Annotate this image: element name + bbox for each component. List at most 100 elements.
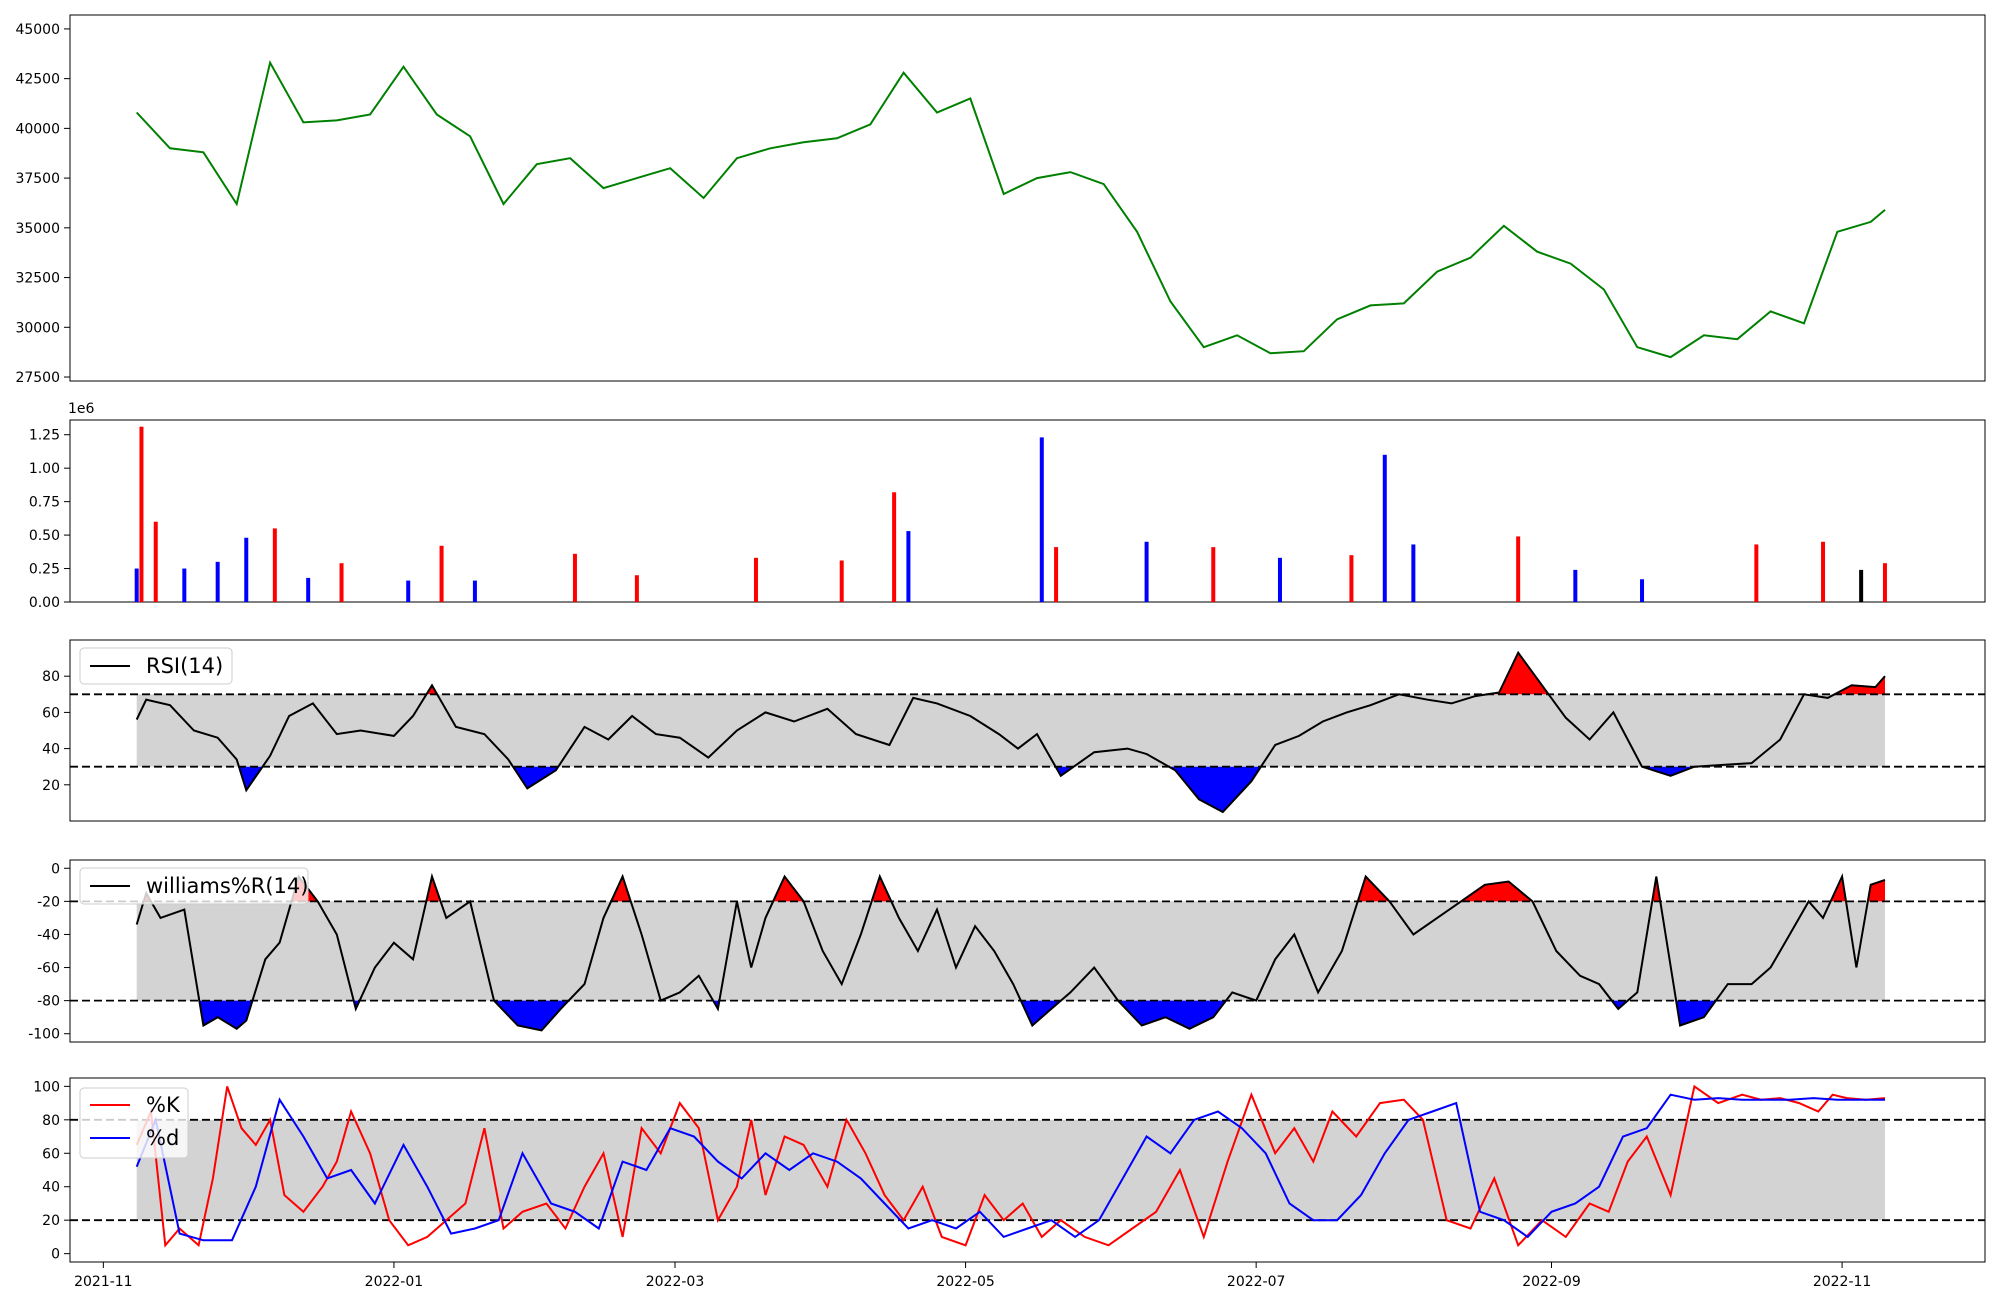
y-tick-label: 27500	[15, 370, 60, 386]
volume-bar	[215, 561, 220, 602]
oversold-fill	[1020, 1000, 1061, 1026]
overbought-fill	[1461, 881, 1533, 902]
volume-bar	[1349, 555, 1354, 602]
volume-bar	[1882, 563, 1887, 602]
volume-bars	[134, 426, 1887, 602]
price-panel: 27500 30000 32500 35000 37500 40000 42500 45000	[15, 14, 1986, 386]
volume-bar	[134, 568, 139, 602]
volume-bar	[244, 537, 249, 602]
y-tick-label: -100	[28, 1027, 60, 1043]
y-tick-label: 0.75	[29, 495, 60, 511]
y-tick-label: 37500	[15, 171, 60, 187]
y-tick-label: 60	[42, 1146, 60, 1162]
y-tick-label: 0.25	[29, 562, 60, 578]
volume-bar	[139, 426, 144, 602]
volume-bar	[272, 528, 277, 602]
overbought-fill	[1834, 676, 1885, 695]
volume-bar	[1382, 454, 1387, 602]
y-tick-label: 20	[42, 1213, 60, 1229]
stochastic-y-ticks: 0 20 40 60 80 100	[33, 1079, 70, 1263]
y-tick-label: 40	[42, 742, 60, 758]
x-tick-label: 2022-01	[365, 1274, 424, 1290]
x-tick-label: 2022-03	[646, 1274, 705, 1290]
volume-bar	[839, 560, 844, 602]
y-tick-label: 20	[42, 778, 60, 794]
volume-bar	[1516, 536, 1521, 602]
volume-bar	[1859, 569, 1864, 602]
overbought-fill	[426, 685, 438, 695]
y-tick-label: 30000	[15, 320, 60, 336]
volume-y-ticks: 0.00 0.25 0.50 0.75 1.00 1.25	[29, 428, 70, 611]
y-tick-label: 40	[42, 1180, 60, 1196]
williams-legend-label: williams%R(14)	[146, 874, 308, 898]
x-tick-label: 2022-09	[1522, 1274, 1581, 1290]
y-tick-label: 45000	[15, 22, 60, 38]
y-tick-label: 80	[42, 1113, 60, 1129]
volume-bar	[753, 557, 758, 602]
y-tick-label: 80	[42, 669, 60, 685]
williams-panel: 0 -20 -40 -60 -80 -100 williams%R(14)	[28, 859, 1986, 1043]
volume-bar	[472, 580, 477, 602]
overbought-fill	[1357, 876, 1390, 902]
oversold-fill	[494, 1000, 569, 1031]
williams-y-ticks: 0 -20 -40 -60 -80 -100	[28, 861, 70, 1043]
overbought-fill	[773, 876, 804, 902]
volume-axes-frame	[69, 419, 1986, 603]
y-tick-label: 1.25	[29, 428, 60, 444]
oversold-fill	[199, 1000, 253, 1029]
overbought-fill	[426, 876, 441, 902]
x-axis-ticks: 2021-11 2022-01 2022-03 2022-05 2022-07 2022-…	[74, 1262, 1871, 1290]
volume-bar	[1821, 541, 1826, 602]
rsi-series-line	[135, 650, 1886, 814]
x-tick-label: 2022-05	[936, 1274, 995, 1290]
rsi-panel: 20 40 60 80 RSI(14)	[42, 639, 1986, 822]
y-tick-label: 35000	[15, 221, 60, 237]
overbought-fill	[1487, 652, 1549, 695]
y-tick-label: -20	[37, 894, 60, 910]
volume-bar	[153, 521, 158, 602]
stochastic-axes-frame	[69, 1077, 1986, 1263]
williams-legend: williams%R(14)	[79, 867, 309, 905]
rsi-axes-frame	[69, 639, 1986, 822]
y-tick-label: 0	[51, 1247, 60, 1263]
y-tick-label: 42500	[15, 72, 60, 88]
volume-bar	[1573, 569, 1578, 602]
y-tick-label: 32500	[15, 271, 60, 287]
volume-bar	[1039, 437, 1044, 602]
stochastic-band	[136, 1119, 1885, 1221]
overbought-fill	[611, 876, 631, 902]
volume-bar	[1144, 541, 1149, 602]
volume-bar	[1640, 579, 1645, 602]
rsi-legend-label: RSI(14)	[146, 654, 223, 678]
y-tick-label: 0.00	[29, 595, 60, 611]
oversold-fill	[1611, 1000, 1628, 1009]
volume-bar	[439, 545, 444, 602]
stochastic-legend-k-label: %K	[146, 1093, 181, 1117]
volume-bar	[306, 577, 311, 602]
volume-bar	[1411, 544, 1416, 602]
rsi-y-ticks: 20 40 60 80	[42, 669, 70, 794]
volume-bar	[892, 492, 897, 602]
volume-bar	[572, 553, 577, 602]
y-tick-label: 40000	[15, 121, 60, 137]
volume-bar	[339, 563, 344, 602]
stochastic-k-line	[135, 1084, 1886, 1248]
rsi-legend: RSI(14)	[79, 647, 233, 685]
volume-panel: 1e6 0.00 0.25 0.50 0.75 1.00 1.25	[29, 401, 1986, 611]
stochastic-panel: 0 20 40 60 80 100 %K %d	[33, 1077, 1986, 1263]
y-tick-label: 1.00	[29, 461, 60, 477]
oversold-fill	[1676, 1000, 1716, 1026]
williams-band	[136, 901, 1885, 1001]
williams-axes-frame	[69, 859, 1986, 1043]
x-tick-label: 2022-11	[1813, 1274, 1872, 1290]
price-y-ticks: 27500 30000 32500 35000 37500 40000 42500 45000	[15, 22, 70, 386]
volume-bar	[182, 568, 187, 602]
y-tick-label: 0	[51, 861, 60, 877]
y-tick-label: 60	[42, 705, 60, 721]
overbought-fill	[871, 876, 892, 902]
stochastic-d-line	[135, 1093, 1885, 1242]
x-tick-label: 2022-07	[1227, 1274, 1286, 1290]
y-tick-label: 0.50	[29, 528, 60, 544]
y-tick-label: -40	[37, 927, 60, 943]
